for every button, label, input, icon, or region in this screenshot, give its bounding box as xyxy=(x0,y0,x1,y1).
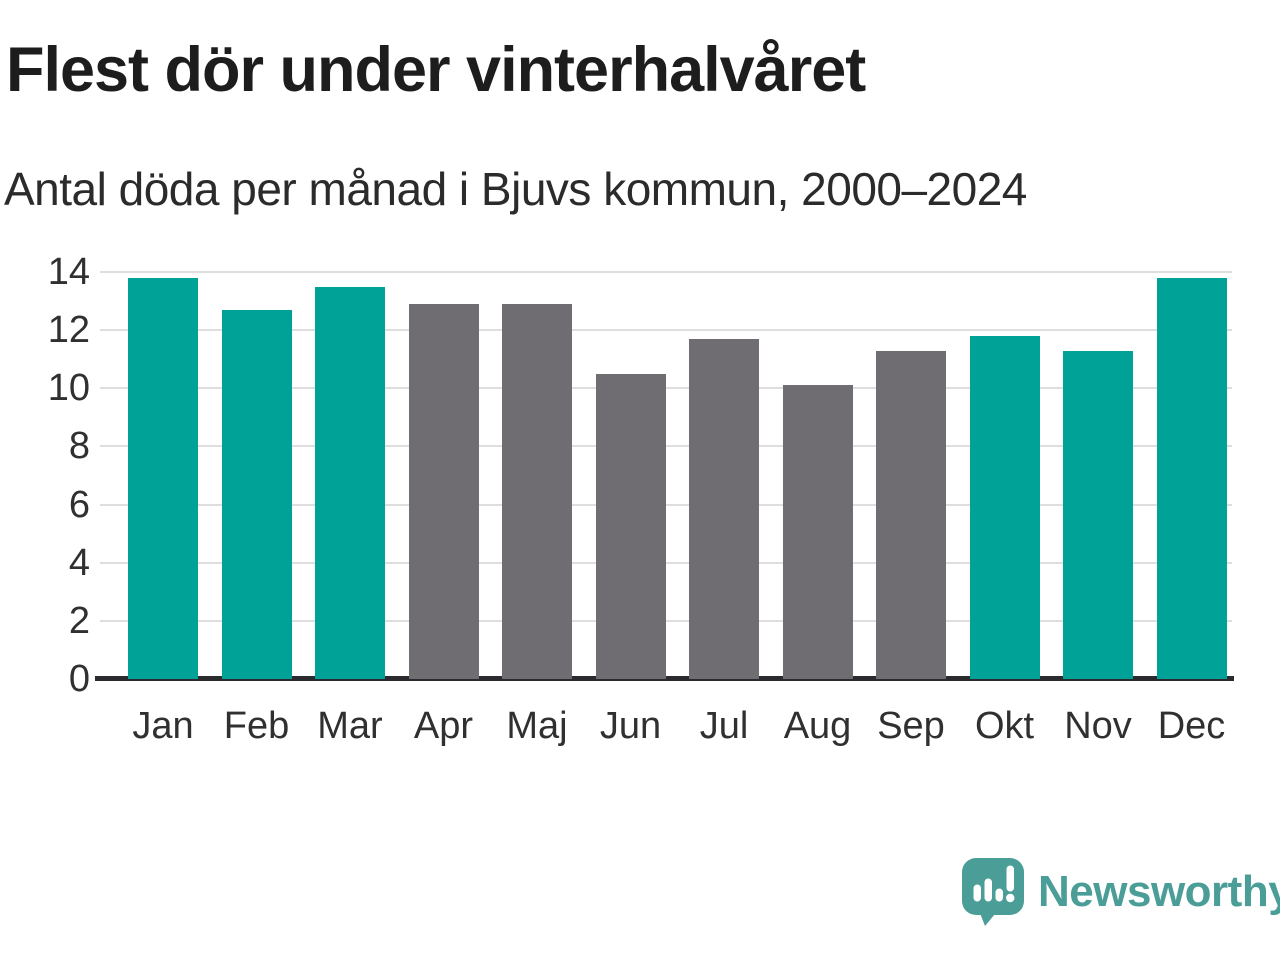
bar-aug xyxy=(782,385,853,679)
bar-maj xyxy=(502,303,572,679)
y-tick-label-10: 10 xyxy=(47,367,90,410)
gridline-12 xyxy=(100,329,1232,332)
gridline-6 xyxy=(100,503,1232,506)
bars-exclamation-glyph xyxy=(973,865,1015,903)
y-tick-label-12: 12 xyxy=(47,309,90,352)
x-tick-label-jul: Jul xyxy=(699,705,749,747)
chart-subtitle: Antal döda per månad i Bjuvs kommun, 200… xyxy=(4,163,1027,215)
speech-bubble-shape xyxy=(962,858,1024,926)
bar-sep xyxy=(876,350,946,679)
y-tick-label-6: 6 xyxy=(68,483,90,526)
bar-nov xyxy=(1063,350,1133,679)
gridline-10 xyxy=(100,387,1232,390)
x-tick-label-nov: Nov xyxy=(1064,705,1132,747)
x-tick-label-okt: Okt xyxy=(974,705,1035,747)
brand-footer: Newsworthy xyxy=(960,856,1280,928)
gridline-2 xyxy=(100,619,1232,622)
bar-apr xyxy=(408,303,479,679)
bar-jan xyxy=(128,277,198,679)
y-axis-labels: 0 2 4 6 8 10 12 14 xyxy=(0,253,90,698)
bar-mar xyxy=(315,286,385,679)
gridline-14 xyxy=(100,271,1232,273)
x-tick-label-jan: Jan xyxy=(132,705,194,747)
x-tick-label-sep: Sep xyxy=(877,705,945,747)
x-tick-label-mar: Mar xyxy=(317,705,383,747)
bar-jun xyxy=(595,373,666,679)
bar-dec xyxy=(1156,277,1227,679)
x-tick-label-jun: Jun xyxy=(599,705,662,747)
x-tick-label-feb: Feb xyxy=(223,705,290,747)
y-tick-label-2: 2 xyxy=(68,599,90,642)
bar-feb xyxy=(221,309,292,679)
gridline-4 xyxy=(100,561,1232,564)
y-tick-label-0: 0 xyxy=(68,658,90,700)
x-tick-label-aug: Aug xyxy=(783,705,852,747)
newsworthy-speech-bubble-bars-icon xyxy=(962,858,1024,926)
x-axis-labels: Jan Feb Mar Apr Maj Jun Jul Aug Sep Okt Nov Dec xyxy=(116,700,1232,750)
x-tick-label-apr: Apr xyxy=(413,705,474,747)
plot-area xyxy=(95,271,1234,681)
bar-jul xyxy=(689,338,759,679)
brand-name: Newsworthy xyxy=(1038,867,1280,916)
y-tick-label-14: 14 xyxy=(47,251,90,293)
x-tick-label-maj: Maj xyxy=(506,705,568,747)
gridline-8 xyxy=(100,445,1232,448)
y-tick-label-4: 4 xyxy=(68,541,90,584)
bar-okt xyxy=(969,335,1040,679)
x-tick-label-dec: Dec xyxy=(1157,705,1226,747)
chart-title: Flest dör under vinterhalvåret xyxy=(6,35,866,105)
y-tick-label-8: 8 xyxy=(68,425,90,468)
